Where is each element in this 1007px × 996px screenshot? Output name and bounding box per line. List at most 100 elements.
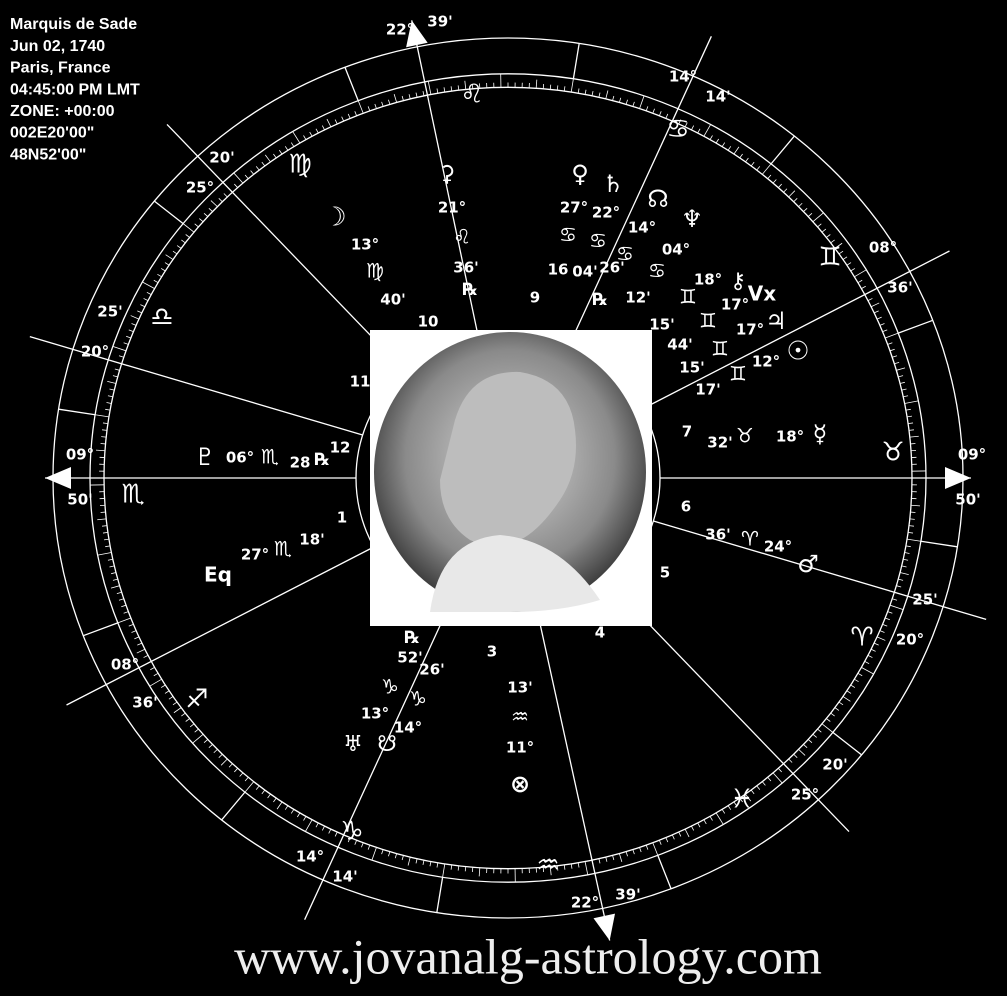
cusp-label: 39' xyxy=(427,13,452,31)
cusp-label: 20° xyxy=(81,343,109,361)
cusp-label: 20' xyxy=(209,149,234,167)
planet-label: 13° xyxy=(361,705,389,723)
cusp-label: 50' xyxy=(67,491,92,509)
planet-label: ♈ xyxy=(741,527,759,551)
planet-label: 04° xyxy=(662,241,690,259)
cusp-label: 20° xyxy=(896,631,924,649)
planet-label: 21° xyxy=(438,199,466,217)
planet-label: 44' xyxy=(667,336,692,354)
planet-label: Vx xyxy=(748,282,776,306)
planet-label: 18° xyxy=(694,271,722,289)
planet-label: 17° xyxy=(736,321,764,339)
planet-label: 15' xyxy=(649,316,674,334)
planet-label: 36' xyxy=(705,526,730,544)
planet-label: ℞ xyxy=(314,450,329,470)
planet-label: 04' xyxy=(572,263,597,281)
planet-label: ☊ xyxy=(647,185,668,213)
sign-glyph: ♐ xyxy=(185,685,208,715)
planet-label: ♋ xyxy=(616,242,634,266)
planet-label: ℞ xyxy=(404,628,419,648)
planet-label: 17° xyxy=(721,296,749,314)
sign-glyph: ♊ xyxy=(818,243,841,273)
house-number: 4 xyxy=(595,624,605,642)
degree-tick xyxy=(550,85,551,90)
planet-label: 27° xyxy=(241,546,269,564)
planet-label: 11° xyxy=(506,739,534,757)
planet-label: ♋ xyxy=(589,229,607,253)
planet-label: ♇ xyxy=(194,443,216,471)
cusp-label: 25' xyxy=(97,303,122,321)
cusp-label: 50' xyxy=(955,491,980,509)
planet-label: ⚳ xyxy=(439,162,455,187)
planet-label: ℞ xyxy=(592,290,607,310)
planet-label: ☿ xyxy=(813,420,828,448)
house-number: 7 xyxy=(682,423,692,441)
planet-label: ♋ xyxy=(648,259,666,283)
planet-label: 17' xyxy=(695,381,720,399)
sign-glyph: ♎ xyxy=(150,303,173,333)
planet-label: 16 xyxy=(548,261,569,279)
planet-label: 18' xyxy=(299,531,324,549)
cusp-label: 39' xyxy=(615,886,640,904)
planet-label: ☽ xyxy=(323,203,346,233)
sign-glyph: ♈ xyxy=(850,623,873,653)
header-line: 002E20'00" xyxy=(10,125,94,142)
planet-label: ⚷ xyxy=(730,269,746,294)
planet-label: ♄ xyxy=(602,170,624,198)
sign-glyph: ♌ xyxy=(460,80,483,110)
planet-label: 22° xyxy=(592,204,620,222)
planet-label: 13' xyxy=(507,679,532,697)
planet-label: 14° xyxy=(628,219,656,237)
house-number: 3 xyxy=(487,643,497,661)
cusp-label: 08° xyxy=(111,656,139,674)
planet-label: ♅ xyxy=(343,732,363,757)
planet-label: ♉ xyxy=(736,424,754,448)
sign-glyph: ♏ xyxy=(121,480,144,510)
planet-label: 12° xyxy=(752,353,780,371)
header-line: Jun 02, 1740 xyxy=(10,38,105,55)
page: {"header": ["Marquis de Sade", "Jun 02, … xyxy=(0,0,1007,996)
planet-label: ♆ xyxy=(681,205,703,233)
cusp-label: 14° xyxy=(669,68,697,86)
cusp-label: 22° xyxy=(386,21,414,39)
cusp-label: 25° xyxy=(186,179,214,197)
degree-tick xyxy=(101,437,106,438)
sign-glyph: ♓ xyxy=(730,785,753,815)
cusp-label: 20' xyxy=(822,756,847,774)
house-number: 1 xyxy=(337,509,347,527)
house-number: 10 xyxy=(418,313,439,331)
planet-label: ⊗ xyxy=(510,770,530,798)
watermark: www.jovanalg-astrology.com xyxy=(234,928,822,984)
sign-glyph: ♍ xyxy=(288,150,311,180)
planet-label: 18° xyxy=(776,428,804,446)
planet-label: ♑ xyxy=(381,675,399,699)
header-line: Paris, France xyxy=(10,60,111,77)
planet-label: 24° xyxy=(764,538,792,556)
planet-label: 32' xyxy=(707,434,732,452)
planet-label: ☉ xyxy=(786,337,809,367)
planet-label: ♒ xyxy=(511,705,529,729)
chart: Marquis de SadeJun 02, 1740Paris, France… xyxy=(0,0,1007,996)
sign-glyph: ♉ xyxy=(881,438,904,468)
planet-label: 26' xyxy=(419,661,444,679)
header-line: 04:45:00 PM LMT xyxy=(10,81,140,98)
cusp-label: 36' xyxy=(132,694,157,712)
cusp-label: 09° xyxy=(66,446,94,464)
planet-label: ♋ xyxy=(559,223,577,247)
planet-label: ♊ xyxy=(679,285,697,309)
planet-label: ☋ xyxy=(377,732,397,757)
planet-label: ♀ xyxy=(571,160,589,188)
planet-label: 13° xyxy=(351,236,379,254)
cusp-label: 14' xyxy=(705,88,730,106)
planet-label: ♃ xyxy=(765,307,787,335)
header-line: 48N52'00" xyxy=(10,146,86,163)
planet-label: 36' xyxy=(453,259,478,277)
cusp-label: 08° xyxy=(869,239,897,257)
portrait xyxy=(370,330,652,626)
degree-tick xyxy=(910,519,915,520)
planet-label: 28 xyxy=(290,454,311,472)
cusp-label: 22° xyxy=(571,894,599,912)
sign-glyph: ♒ xyxy=(536,851,559,881)
planet-label: 27° xyxy=(560,199,588,217)
planet-label: ♊ xyxy=(711,337,729,361)
